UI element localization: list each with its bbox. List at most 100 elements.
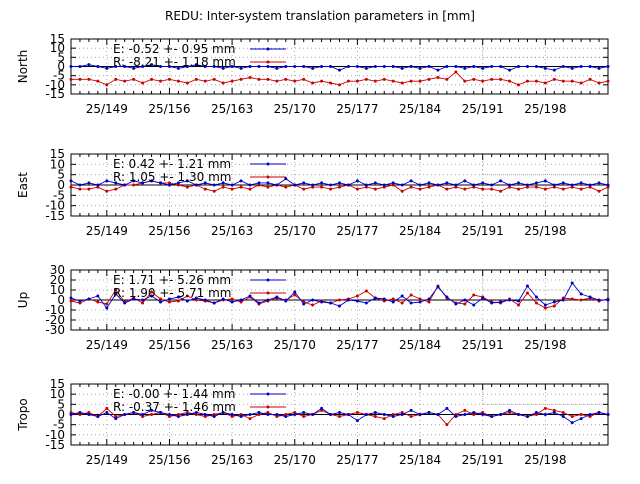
- data-point: [185, 413, 189, 416]
- legend-marker: [266, 162, 270, 166]
- data-point: [329, 81, 333, 85]
- legend-marker: [266, 175, 270, 179]
- data-point: [114, 187, 118, 191]
- data-point: [311, 66, 315, 70]
- data-point: [194, 296, 198, 300]
- data-point: [114, 65, 118, 68]
- data-point: [248, 294, 252, 298]
- data-point: [185, 65, 189, 68]
- data-point: [597, 298, 601, 302]
- data-point: [123, 183, 127, 187]
- data-point: [364, 183, 368, 187]
- data-point: [588, 413, 592, 416]
- data-point: [141, 65, 145, 68]
- data-point: [472, 77, 476, 81]
- data-point: [132, 183, 136, 187]
- data-point: [454, 65, 458, 68]
- data-point: [123, 301, 127, 305]
- data-point: [230, 65, 234, 68]
- data-point: [212, 183, 216, 187]
- data-point: [534, 301, 538, 305]
- data-point: [239, 185, 243, 189]
- legend-marker: [266, 291, 270, 295]
- data-point: [355, 299, 359, 303]
- data-point: [105, 179, 109, 183]
- legend-entry: E: -0.00 +- 1.44 mm: [113, 387, 235, 401]
- data-point: [284, 415, 288, 419]
- data-point: [373, 296, 377, 300]
- y-tick-label: 20: [50, 273, 65, 287]
- data-point: [436, 183, 440, 187]
- x-tick-label: 25/156: [148, 224, 190, 238]
- data-point: [150, 413, 154, 416]
- data-point: [185, 179, 189, 183]
- data-point: [382, 413, 386, 416]
- data-point: [364, 413, 368, 416]
- data-point: [463, 179, 467, 183]
- x-tick-label: 25/149: [86, 102, 128, 116]
- data-point: [212, 301, 216, 305]
- data-point: [167, 183, 171, 187]
- y-tick-label: -10: [45, 428, 65, 442]
- data-point: [588, 65, 592, 68]
- y-tick-label: -15: [45, 209, 65, 223]
- data-point: [570, 79, 574, 83]
- data-point: [311, 298, 315, 302]
- data-point: [96, 300, 100, 304]
- data-point: [508, 185, 512, 189]
- data-point: [329, 413, 333, 416]
- data-point: [409, 301, 413, 305]
- data-point: [391, 300, 395, 304]
- data-point: [311, 413, 315, 416]
- data-point: [445, 181, 449, 185]
- data-point: [454, 185, 458, 189]
- data-point: [230, 187, 234, 191]
- data-point: [525, 284, 529, 288]
- y-axis-label: North: [16, 50, 30, 84]
- data-point: [463, 187, 467, 191]
- y-axis-label: East: [16, 172, 30, 198]
- data-point: [123, 79, 127, 83]
- data-point: [561, 79, 565, 83]
- data-point: [123, 65, 127, 68]
- data-point: [543, 306, 547, 310]
- data-point: [490, 183, 494, 187]
- data-point: [463, 298, 467, 302]
- data-point: [176, 415, 180, 419]
- data-point: [597, 181, 601, 185]
- x-tick-label: 25/198: [524, 338, 566, 352]
- data-point: [490, 415, 494, 419]
- data-point: [427, 77, 431, 81]
- data-point: [561, 415, 565, 419]
- y-tick-label: 5: [57, 397, 65, 411]
- data-point: [454, 70, 458, 74]
- data-point: [346, 183, 350, 187]
- x-tick-label: 25/163: [211, 102, 253, 116]
- data-point: [427, 181, 431, 185]
- data-point: [400, 294, 404, 298]
- legend-entry: E: 0.42 +- 1.21 mm: [113, 157, 231, 171]
- data-point: [275, 295, 279, 299]
- data-point: [534, 295, 538, 299]
- data-point: [472, 183, 476, 187]
- data-point: [463, 79, 467, 83]
- data-point: [445, 423, 449, 427]
- data-point: [570, 183, 574, 187]
- data-point: [436, 285, 440, 289]
- x-tick-label: 25/184: [399, 102, 441, 116]
- data-point: [96, 65, 100, 68]
- legend-entry: R: -8.21 +- 1.18 mm: [113, 55, 236, 69]
- data-point: [176, 181, 180, 185]
- data-point: [212, 415, 216, 419]
- data-point: [472, 303, 476, 307]
- x-tick-label: 25/156: [148, 453, 190, 467]
- data-point: [355, 65, 359, 68]
- x-tick-label: 25/177: [336, 338, 378, 352]
- data-point: [150, 290, 154, 294]
- data-point: [221, 410, 225, 414]
- data-point: [382, 185, 386, 189]
- data-point: [221, 297, 225, 301]
- x-tick-label: 25/184: [399, 224, 441, 238]
- x-tick-label: 25/163: [211, 224, 253, 238]
